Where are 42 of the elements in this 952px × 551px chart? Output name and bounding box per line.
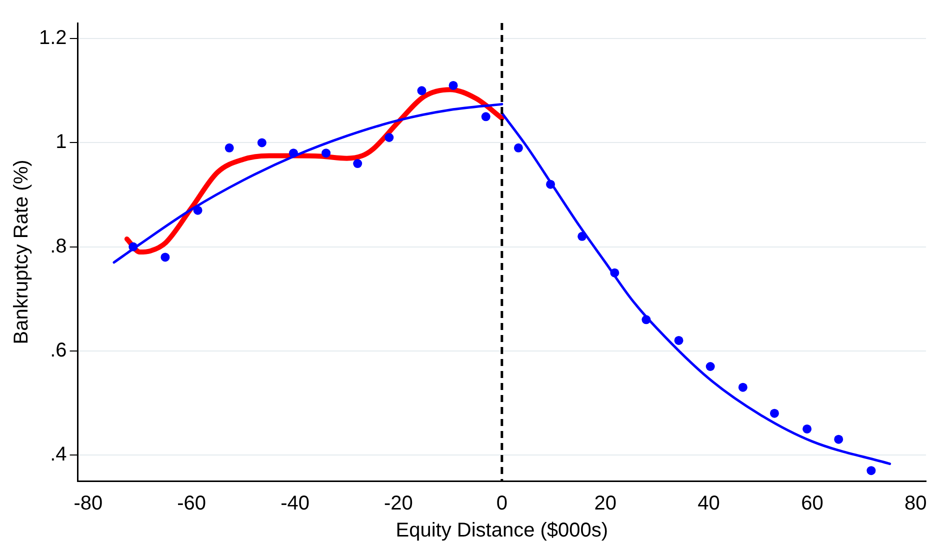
point: [834, 434, 844, 444]
x-tick-label: -20: [384, 492, 413, 515]
point: [738, 382, 748, 392]
y-tick-label: 1: [56, 131, 67, 154]
point: [322, 148, 331, 158]
point: [417, 86, 426, 96]
point: [288, 148, 298, 158]
x-tick-label: -60: [177, 492, 206, 515]
point: [193, 206, 202, 215]
point: [384, 133, 394, 142]
x-tick-label: -40: [280, 492, 310, 515]
point: [481, 112, 490, 122]
x-axis-title: Equity Distance ($000s): [396, 520, 608, 542]
y-tick-label: .4: [50, 443, 67, 466]
line-series: [112, 102, 504, 264]
point: [128, 242, 138, 252]
point: [257, 138, 266, 148]
x-tick-label: 60: [801, 492, 824, 515]
point: [448, 80, 458, 90]
y-tick-label: .8: [50, 235, 67, 258]
point: [706, 362, 715, 371]
point: [770, 408, 779, 418]
y-tick-label: 1.2: [38, 27, 67, 50]
point: [514, 143, 523, 152]
y-tick-label: .6: [50, 339, 67, 362]
y-axis-title: Bankruptcy Rate (%): [10, 160, 33, 344]
point: [546, 180, 556, 189]
point: [674, 336, 684, 345]
point: [353, 159, 362, 168]
x-tick-label: 20: [594, 492, 616, 515]
point: [610, 268, 620, 278]
x-tick-label: 40: [698, 492, 720, 515]
x-tick-label: 0: [496, 492, 508, 515]
point: [224, 143, 234, 152]
line-series: [500, 112, 892, 466]
point: [642, 315, 651, 324]
point: [802, 424, 812, 434]
x-tick-label: 80: [904, 492, 927, 515]
x-tick-label: -80: [74, 492, 103, 515]
point: [866, 466, 876, 476]
point: [160, 252, 170, 262]
point: [578, 232, 587, 241]
